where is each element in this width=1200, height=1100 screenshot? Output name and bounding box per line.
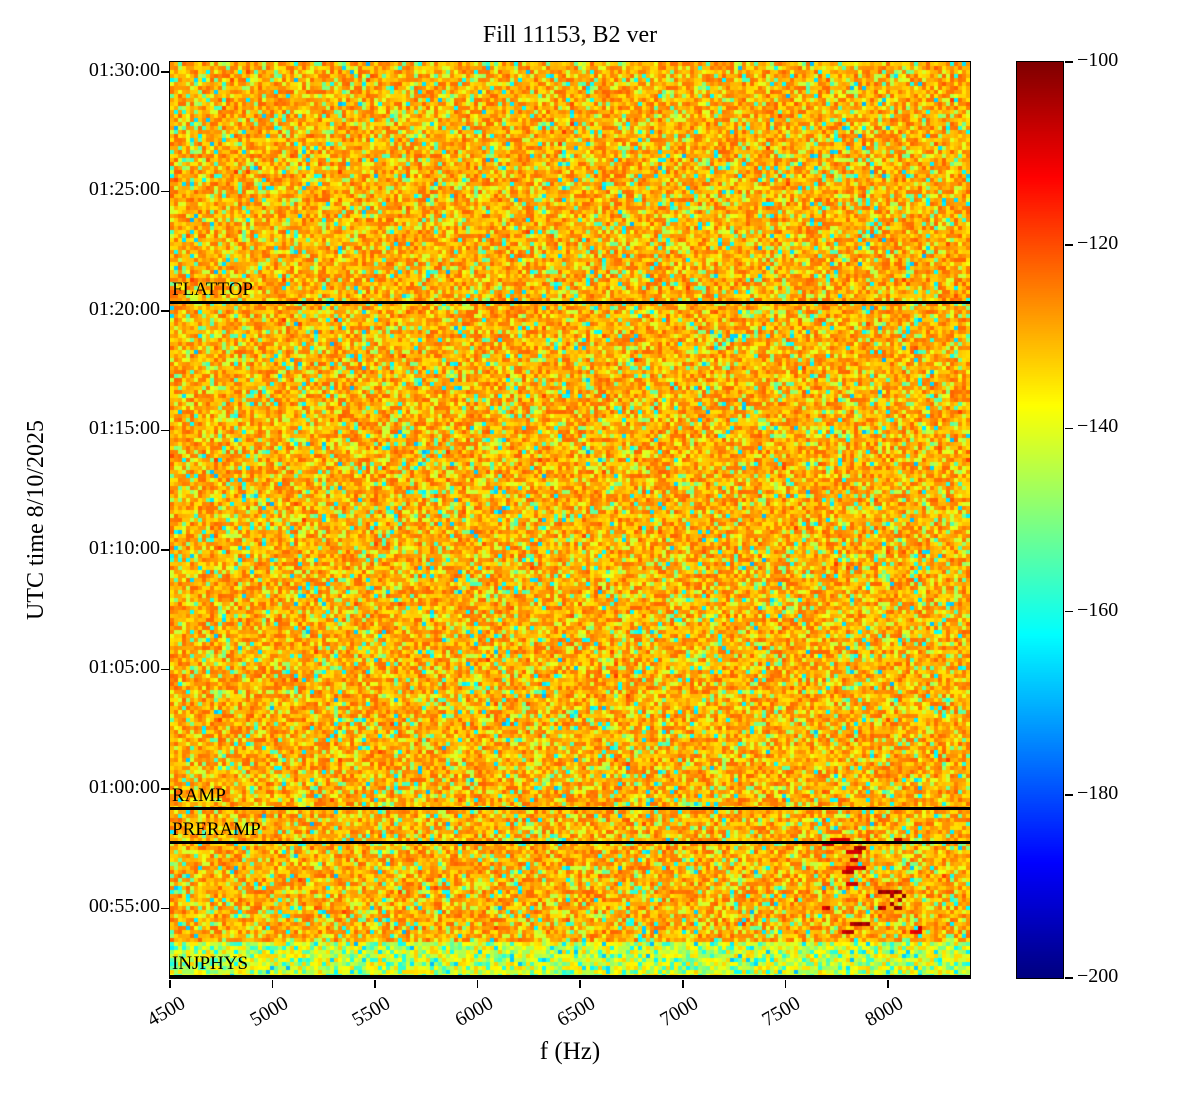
y-tick-mark xyxy=(161,310,169,312)
x-tick-label: 5000 xyxy=(245,992,292,1032)
x-tick-label: 6000 xyxy=(451,992,497,1032)
y-tick-label: 01:05:00 xyxy=(88,656,160,679)
y-tick-label: 01:10:00 xyxy=(88,536,160,559)
colorbar-tick-label: −100 xyxy=(1077,49,1119,71)
x-tick-mark xyxy=(374,980,376,988)
x-tick-mark xyxy=(887,980,889,988)
y-tick-label: 00:55:00 xyxy=(88,895,160,918)
x-tick-mark xyxy=(169,980,171,988)
colorbar-tick-mark xyxy=(1065,977,1073,979)
plot-area: FLATTOP RAMP PRERAMP INJPHYS xyxy=(169,61,971,979)
y-tick-label: 01:20:00 xyxy=(88,297,160,320)
y-tick-label: 01:30:00 xyxy=(88,58,160,81)
annotation-line-ramp xyxy=(170,807,970,811)
colorbar-tick-mark xyxy=(1065,244,1073,246)
annotation-line-injphys xyxy=(170,974,970,978)
y-tick-mark xyxy=(161,788,169,790)
x-axis-label: f (Hz) xyxy=(539,1038,601,1065)
x-tick-mark xyxy=(682,980,684,988)
colorbar-tick-mark xyxy=(1065,427,1073,430)
x-tick-label: 6500 xyxy=(553,992,600,1032)
chart-title: Fill 11153, B2 ver xyxy=(482,22,658,48)
annotation-label-injphys: INJPHYS xyxy=(172,952,249,974)
x-tick-label: 7000 xyxy=(656,992,702,1032)
colorbar-canvas xyxy=(1017,62,1063,978)
colorbar-tick-mark xyxy=(1065,610,1073,613)
x-tick-label: 5500 xyxy=(348,992,395,1032)
y-tick-mark xyxy=(161,190,169,193)
beam-mode-annotations: FLATTOP RAMP PRERAMP INJPHYS xyxy=(170,62,970,978)
x-tick-label: 8000 xyxy=(861,992,907,1032)
y-axis-label: UTC time 8/10/2025 xyxy=(23,420,49,620)
y-tick-label: 01:15:00 xyxy=(88,417,160,440)
colorbar-tick-mark xyxy=(1065,794,1073,796)
x-tick-mark xyxy=(271,980,274,988)
y-tick-label: 01:25:00 xyxy=(88,178,160,201)
annotation-label-flattop: FLATTOP xyxy=(172,279,253,301)
x-tick-label: 7500 xyxy=(758,992,805,1032)
annotation-line-flattop xyxy=(170,301,970,305)
spectrogram-canvas xyxy=(170,62,970,978)
annotation-label-preramp: PRERAMP xyxy=(172,819,261,841)
y-tick-mark xyxy=(161,668,169,671)
y-tick-mark xyxy=(161,71,169,73)
x-tick-mark xyxy=(476,980,479,988)
colorbar-tick-label: −180 xyxy=(1077,781,1119,804)
annotation-label-ramp: RAMP xyxy=(172,785,226,807)
y-tick-mark xyxy=(161,429,169,432)
annotation-line-preramp xyxy=(170,841,970,845)
x-tick-mark xyxy=(784,980,787,988)
x-tick-mark xyxy=(579,980,582,988)
colorbar-tick-label: −200 xyxy=(1077,965,1119,987)
colorbar-tick-label: −140 xyxy=(1077,415,1119,438)
colorbar xyxy=(1016,61,1064,979)
y-tick-label: 01:00:00 xyxy=(88,775,160,798)
colorbar-tick-label: −120 xyxy=(1077,232,1119,255)
y-tick-mark xyxy=(161,549,169,551)
y-tick-mark xyxy=(161,907,169,910)
colorbar-tick-mark xyxy=(1065,61,1073,63)
colorbar-tick-label: −160 xyxy=(1077,598,1119,621)
x-tick-label: 4500 xyxy=(143,992,189,1032)
